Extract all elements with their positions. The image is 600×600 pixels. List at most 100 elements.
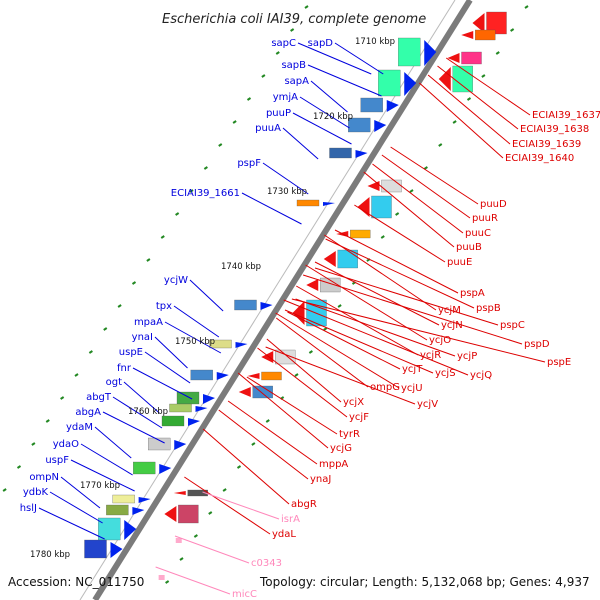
gene-label-ycjv[interactable]: ycjV — [417, 399, 438, 410]
ymjA-block — [329, 147, 352, 159]
gene-label-ycjs[interactable]: ycjS — [435, 368, 456, 379]
tick-mark — [337, 304, 342, 308]
gene-label-pspd[interactable]: pspD — [524, 339, 550, 350]
gene-label-puur[interactable]: puuR — [472, 213, 498, 224]
gene-label-fnr[interactable]: fnr — [117, 363, 132, 374]
gene-label-eciai39_1638[interactable]: ECIAI39_1638 — [520, 124, 589, 135]
gene-label-ynaj[interactable]: ynaJ — [310, 474, 331, 485]
gene-label-ompn[interactable]: ompN — [29, 472, 59, 483]
gene-label-pspe[interactable]: pspE — [547, 357, 571, 368]
topology-text: Topology: circular; Length: 5,132,068 bp… — [259, 575, 590, 589]
gene-label-puuc[interactable]: puuC — [465, 228, 491, 239]
gene-label-ydam[interactable]: ydaM — [66, 422, 93, 433]
mpaA-block — [190, 369, 213, 381]
gene-label-sapa[interactable]: sapA — [284, 76, 309, 87]
leader-line — [307, 64, 382, 97]
sapC-block — [398, 37, 421, 67]
gene-label-ycjw[interactable]: ycjW — [164, 275, 188, 286]
gene-label-hslj[interactable]: hslJ — [20, 503, 37, 514]
gene-label-pspb[interactable]: pspB — [476, 303, 501, 314]
puuC-block — [371, 195, 392, 219]
leader-line — [284, 309, 434, 374]
gene-label-isra[interactable]: isrA — [281, 514, 300, 525]
gene-label-eciai39_1640[interactable]: ECIAI39_1640 — [505, 153, 574, 164]
tick-mark — [323, 327, 328, 331]
uspE-block — [176, 391, 200, 405]
gene-label-ynai[interactable]: ynaI — [132, 332, 153, 343]
gene-label-c0343[interactable]: c0343 — [251, 558, 282, 569]
gene-label-puue[interactable]: puuE — [447, 257, 472, 268]
ECIAI39_1637-block — [486, 11, 507, 35]
tick-mark — [165, 580, 170, 584]
tick-mark — [45, 419, 50, 423]
gene-label-mppa[interactable]: mppA — [319, 459, 348, 470]
gene-label-ycjq[interactable]: ycjQ — [470, 370, 492, 381]
gene-label-puua[interactable]: puuA — [255, 123, 281, 134]
ydbK-block — [106, 504, 129, 516]
kbp-label: 1720 kbp — [313, 112, 353, 122]
gene-label-ydao[interactable]: ydaO — [53, 439, 79, 450]
gene-label-puud[interactable]: puuD — [480, 199, 507, 210]
gene-label-uspf[interactable]: uspF — [45, 455, 69, 466]
leader-line — [174, 535, 250, 564]
gene-label-ycjm[interactable]: ycjM — [438, 305, 461, 316]
pspA-block — [350, 229, 371, 239]
tick-mark — [179, 557, 184, 561]
gene-label-micc[interactable]: micC — [232, 589, 257, 600]
forward-arrow — [355, 150, 368, 158]
gene-label-ycjo[interactable]: ycjO — [429, 335, 451, 346]
gene-label-tpx[interactable]: tpx — [156, 301, 172, 312]
leader-line — [155, 566, 231, 595]
gene-label-ompg[interactable]: ompG — [370, 382, 400, 393]
gene-label-eciai39_1637[interactable]: ECIAI39_1637 — [532, 110, 600, 121]
gene-label-ycjf[interactable]: ycjF — [349, 412, 369, 423]
gene-label-pspa[interactable]: pspA — [460, 288, 485, 299]
leader-line — [437, 65, 519, 130]
gene-label-pspf[interactable]: pspF — [237, 158, 261, 169]
forward-arrow — [260, 302, 273, 310]
ECIAI39_1639-block — [461, 51, 482, 65]
gene-label-pspc[interactable]: pspC — [500, 320, 525, 331]
gene-label-ogt[interactable]: ogt — [106, 377, 122, 388]
leader-line — [283, 299, 469, 376]
gene-label-ycjg[interactable]: ycjG — [330, 443, 352, 454]
gene-label-ycjr[interactable]: ycjR — [420, 350, 441, 361]
gene-label-tyrr[interactable]: tyrR — [339, 429, 360, 440]
gene-label-eciai39_1639[interactable]: ECIAI39_1639 — [512, 139, 581, 150]
tick-marks — [2, 5, 529, 584]
gene-label-ydbk[interactable]: ydbK — [23, 487, 49, 498]
leader-line — [241, 192, 302, 225]
gene-label-ycjx[interactable]: ycjX — [343, 397, 364, 408]
tpx-block — [209, 339, 232, 349]
ECIAI39_1638-block — [475, 29, 496, 41]
gene-label-puup[interactable]: puuP — [266, 108, 291, 119]
gene-label-abgt[interactable]: abgT — [86, 392, 112, 403]
gene-label-puub[interactable]: puuB — [456, 242, 482, 253]
gene-label-sapb[interactable]: sapB — [281, 60, 306, 71]
tick-mark — [193, 534, 198, 538]
gene-label-eciai39_1661[interactable]: ECIAI39_1661 — [171, 188, 240, 199]
forward-arrow — [138, 497, 151, 503]
kbp-labels: 1710 kbp 1720 kbp 1730 kbp 1740 kbp 1750 kbp… — [30, 37, 395, 560]
forward-arrow — [323, 202, 335, 206]
gene-label-abgr[interactable]: abgR — [291, 499, 317, 510]
leader-line — [292, 112, 352, 145]
gene-label-ymja[interactable]: ymjA — [273, 92, 298, 103]
tick-mark — [481, 74, 486, 78]
ycjT-block — [275, 349, 296, 365]
leader-line — [112, 396, 163, 429]
forward-arrow — [159, 464, 172, 474]
gene-label-abga[interactable]: abgA — [75, 407, 101, 418]
gene-label-ycjp[interactable]: ycjP — [457, 351, 477, 362]
gene-label-uspe[interactable]: uspE — [119, 347, 143, 358]
gene-label-mpaa[interactable]: mpaA — [134, 317, 163, 328]
reverse-arrow — [164, 506, 177, 522]
gene-label-sapd[interactable]: sapD — [308, 38, 334, 49]
leader-line — [189, 279, 224, 312]
gene-label-ycjn[interactable]: ycjN — [441, 320, 463, 331]
gene-label-sapc[interactable]: sapC — [271, 38, 296, 49]
gene-label-ydal[interactable]: ydaL — [272, 529, 296, 540]
gene-label-ycju[interactable]: ycjU — [401, 383, 423, 394]
ogt-block — [161, 415, 185, 427]
gene-label-ycjt[interactable]: ycjT — [402, 364, 423, 375]
